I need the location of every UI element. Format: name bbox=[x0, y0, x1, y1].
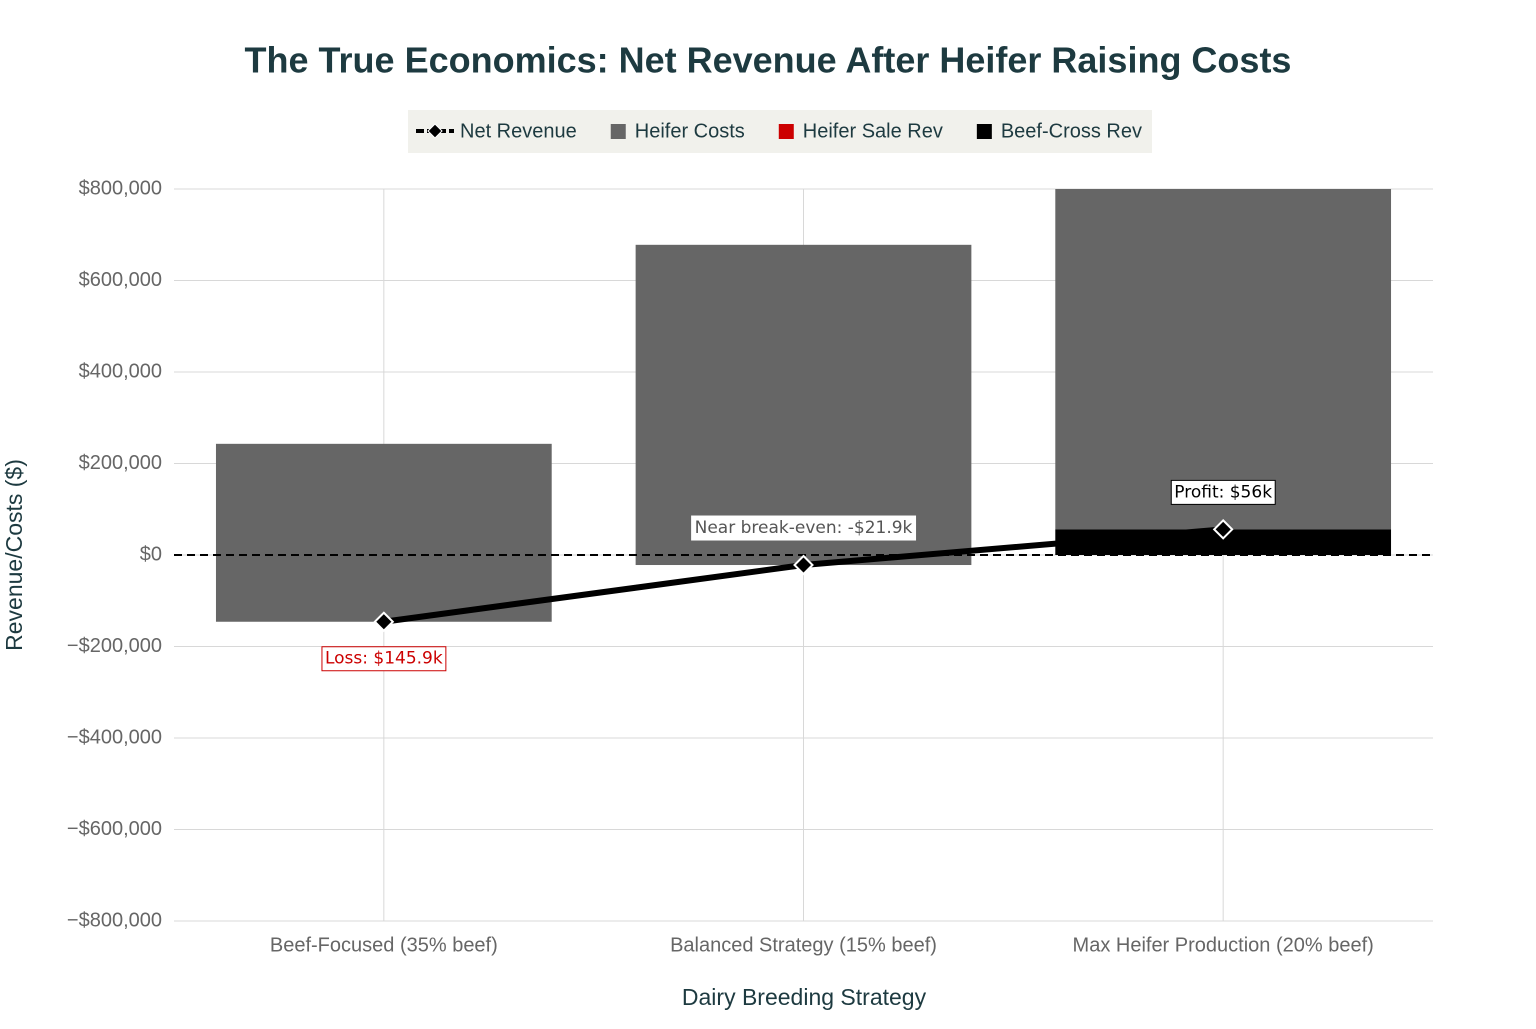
annotation: Near break-even: -$21.9k bbox=[691, 515, 917, 541]
legend-item: Heifer Costs bbox=[610, 120, 745, 142]
legend-item: Beef-Cross Rev bbox=[976, 120, 1142, 142]
legend-swatch bbox=[610, 124, 626, 139]
bar bbox=[215, 443, 552, 622]
y-tick-label: $800,000 bbox=[79, 177, 162, 199]
y-tick-label: −$800,000 bbox=[67, 909, 162, 931]
x-tick-label: Balanced Strategy (15% beef) bbox=[670, 934, 937, 956]
marker bbox=[793, 554, 814, 576]
y-axis-title: Revenue/Costs ($) bbox=[1, 459, 27, 651]
annotation: Loss: $145.9k bbox=[321, 646, 447, 672]
annotation-box bbox=[691, 515, 917, 541]
legend-item: Net Revenue bbox=[416, 120, 577, 142]
legend-label: Beef-Cross Rev bbox=[1001, 120, 1142, 142]
legend-label: Heifer Costs bbox=[635, 120, 745, 142]
legend-label: Heifer Sale Rev bbox=[803, 120, 943, 142]
y-tick-label: $600,000 bbox=[79, 269, 162, 291]
y-tick-label: $200,000 bbox=[79, 452, 162, 474]
bar bbox=[1055, 189, 1392, 530]
y-tick-label: −$600,000 bbox=[67, 818, 162, 840]
x-tick-label: Beef-Focused (35% beef) bbox=[270, 934, 498, 956]
marker bbox=[373, 611, 395, 633]
legend-swatch bbox=[976, 124, 992, 139]
annotation-text: Loss: $145.9k bbox=[325, 649, 443, 669]
chart-title: The True Economics: Net Revenue After He… bbox=[245, 40, 1292, 81]
annotation-box bbox=[1170, 479, 1276, 505]
marker bbox=[1212, 518, 1234, 540]
legend-label: Net Revenue bbox=[460, 120, 577, 142]
annotation-text: Profit: $56k bbox=[1174, 482, 1272, 502]
x-tick-label: Max Heifer Production (20% beef) bbox=[1073, 934, 1374, 956]
bar bbox=[635, 244, 972, 566]
annotation-box bbox=[321, 646, 447, 672]
annotation-text: Near break-even: -$21.9k bbox=[695, 518, 913, 538]
y-tick-label: −$200,000 bbox=[67, 635, 162, 657]
legend-swatch bbox=[427, 123, 443, 139]
y-tick-label: −$400,000 bbox=[67, 726, 162, 748]
legend: Net Revenue Heifer Costs Heifer Sale Rev Be… bbox=[408, 110, 1152, 153]
y-tick-label: $400,000 bbox=[79, 360, 162, 382]
legend-item: Heifer Sale Rev bbox=[778, 120, 943, 142]
x-axis-title: Dairy Breeding Strategy bbox=[682, 984, 927, 1010]
legend-swatch bbox=[778, 124, 794, 139]
annotation: Profit: $56k bbox=[1170, 479, 1276, 505]
y-tick-label: $0 bbox=[140, 543, 162, 565]
